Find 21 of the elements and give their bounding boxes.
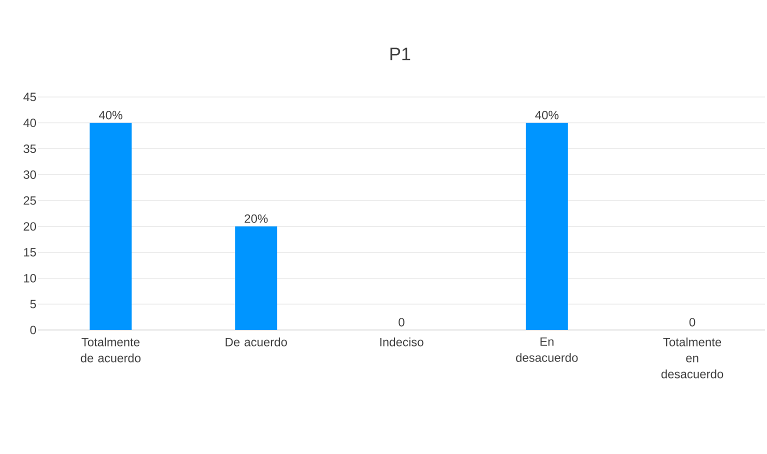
x-tick-label: De acuerdo — [226, 338, 287, 346]
chart-title: P1 — [390, 48, 410, 60]
data-label: 0 — [689, 318, 696, 326]
y-tick-label: 20 — [24, 222, 36, 231]
y-tick-label: 45 — [23, 92, 36, 102]
y-tick-label: 40 — [23, 118, 36, 128]
x-tick-label: Totalmente en desacuerdo — [661, 338, 724, 378]
x-tick-label: Totalmente de acuerdo — [80, 338, 141, 362]
x-tick-label: En desacuerdo — [516, 338, 578, 362]
y-tick-label: 15 — [24, 248, 36, 256]
data-label: 40% — [98, 110, 122, 120]
y-tick-label: 5 — [30, 300, 36, 308]
data-label: 0 — [398, 318, 404, 326]
y-tick-label: 30 — [24, 170, 36, 179]
y-tick-label: 10 — [24, 274, 36, 282]
x-tick-label: Indeciso — [380, 338, 424, 346]
y-tick-label: 35 — [24, 144, 36, 154]
y-tick-label: 0 — [30, 326, 36, 334]
y-tick-label: 25 — [24, 196, 36, 205]
data-label: 40% — [535, 110, 558, 120]
data-label: 20% — [244, 214, 268, 223]
